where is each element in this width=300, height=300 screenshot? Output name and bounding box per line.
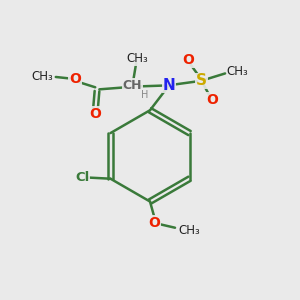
Text: CH₃: CH₃ <box>178 224 200 237</box>
Text: S: S <box>196 73 207 88</box>
Text: O: O <box>90 107 101 121</box>
Text: CH: CH <box>123 79 142 92</box>
Text: O: O <box>206 93 218 107</box>
Text: N: N <box>163 78 175 93</box>
Text: H: H <box>141 90 148 100</box>
Text: O: O <box>148 216 160 230</box>
Text: CH₃: CH₃ <box>126 52 148 65</box>
Text: O: O <box>182 53 194 67</box>
Text: Cl: Cl <box>75 171 90 184</box>
Text: CH₃: CH₃ <box>226 65 248 79</box>
Text: CH₃: CH₃ <box>31 70 53 83</box>
Text: O: O <box>69 72 81 86</box>
